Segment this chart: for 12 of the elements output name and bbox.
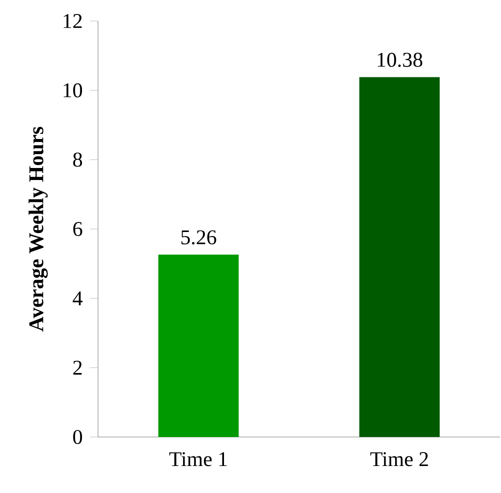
x-tick-label: Time 2 [370,452,428,466]
y-tick-label: 12 [64,14,82,28]
data-label: 5.26 [181,230,216,244]
y-tick-label: 4 [72,291,83,306]
data-label: 10.38 [378,52,422,67]
y-tick-label: 8 [73,152,82,167]
y-axis-title: Average Weekly Hours [28,126,48,332]
y-tick-label: 10 [64,83,82,98]
y-tick-label: 0 [73,430,82,444]
x-tick-label: Time 1 [169,452,227,466]
y-tick-label: 2 [73,360,82,375]
y-tick-label: 6 [73,222,82,236]
